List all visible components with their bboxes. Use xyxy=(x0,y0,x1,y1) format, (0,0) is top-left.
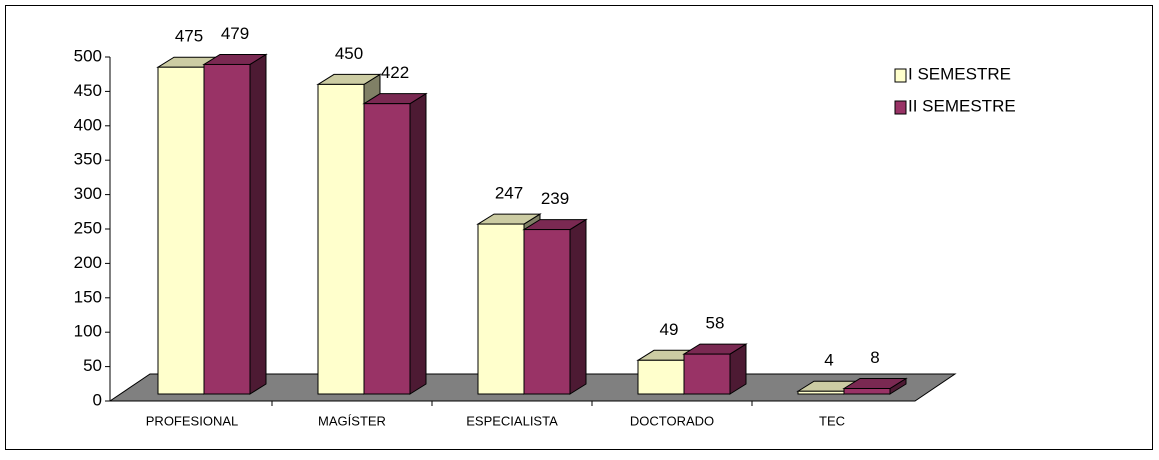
value-label: 4 xyxy=(824,351,833,370)
y-tick-label: 250 xyxy=(74,218,102,237)
y-tick-label: 150 xyxy=(74,287,102,306)
value-label: 422 xyxy=(381,63,409,82)
legend-label: II SEMESTRE xyxy=(908,96,1016,115)
y-tick-label: 50 xyxy=(83,356,102,375)
value-label: 239 xyxy=(541,189,569,208)
bar xyxy=(157,66,205,395)
y-tick-label: 500 xyxy=(74,46,102,65)
legend-label: I SEMESTRE xyxy=(908,64,1011,83)
bar xyxy=(317,83,365,395)
legend-swatch xyxy=(894,100,907,115)
bar xyxy=(637,359,685,395)
bar-group xyxy=(362,92,428,395)
y-tick-label: 350 xyxy=(74,150,102,169)
bar-group xyxy=(842,377,908,395)
bar xyxy=(683,353,731,395)
bar xyxy=(523,229,571,395)
x-tick-label: TEC xyxy=(819,413,845,428)
x-tick-label: DOCTORADO xyxy=(630,413,714,428)
y-tick-label: 200 xyxy=(74,253,102,272)
value-label: 475 xyxy=(175,27,203,46)
bar xyxy=(797,390,845,395)
value-label: 8 xyxy=(870,348,879,367)
bar-side xyxy=(409,92,427,395)
x-tick-label: PROFESIONAL xyxy=(146,413,238,428)
bar-side xyxy=(569,218,587,395)
y-tick-label: 300 xyxy=(74,184,102,203)
y-tick-label: 400 xyxy=(74,115,102,134)
y-tick-label: 100 xyxy=(74,322,102,341)
bar-side xyxy=(249,53,267,395)
bar-group xyxy=(522,218,588,395)
value-label: 247 xyxy=(495,184,523,203)
value-label: 58 xyxy=(706,314,725,333)
x-tick-label: ESPECIALISTA xyxy=(466,413,558,428)
value-label: 450 xyxy=(335,44,363,63)
bar xyxy=(477,223,525,395)
x-tick-label: MAGÍSTER xyxy=(318,413,386,428)
bar xyxy=(363,103,411,395)
bar xyxy=(843,387,891,395)
bar-group xyxy=(682,343,748,395)
value-label: 49 xyxy=(660,320,679,339)
y-tick-label: 450 xyxy=(74,81,102,100)
bar xyxy=(203,63,251,395)
y-tick-label: 0 xyxy=(93,390,102,409)
value-label: 479 xyxy=(221,24,249,43)
legend-swatch xyxy=(894,68,907,83)
bar-group xyxy=(202,53,268,395)
